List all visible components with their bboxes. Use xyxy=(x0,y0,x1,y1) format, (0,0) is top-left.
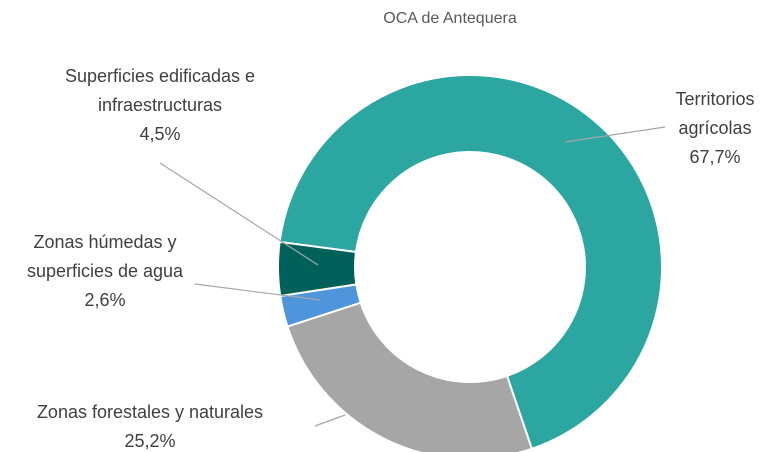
slice-label: Zonas húmedas y superficies de agua xyxy=(26,232,184,281)
value-label: 4,5% xyxy=(139,124,181,144)
slice-label: Territorios agrícolas xyxy=(675,89,755,138)
slice xyxy=(278,74,663,451)
slice xyxy=(277,240,358,298)
leader-lines xyxy=(159,126,666,427)
slice-label: Zonas forestales y naturales xyxy=(36,402,264,422)
leader-line xyxy=(314,414,346,427)
slice-label: Superficies edificadas e infraestructura… xyxy=(64,66,256,115)
chart-title: OCA de Antequera xyxy=(383,10,517,27)
slice xyxy=(286,301,534,452)
value-label: 2,6% xyxy=(84,290,126,310)
value-label: 67,7% xyxy=(689,147,741,167)
leader-line xyxy=(194,283,321,301)
leader-line xyxy=(159,162,319,266)
value-label: 25,2% xyxy=(124,431,176,451)
leader-line xyxy=(564,126,666,143)
